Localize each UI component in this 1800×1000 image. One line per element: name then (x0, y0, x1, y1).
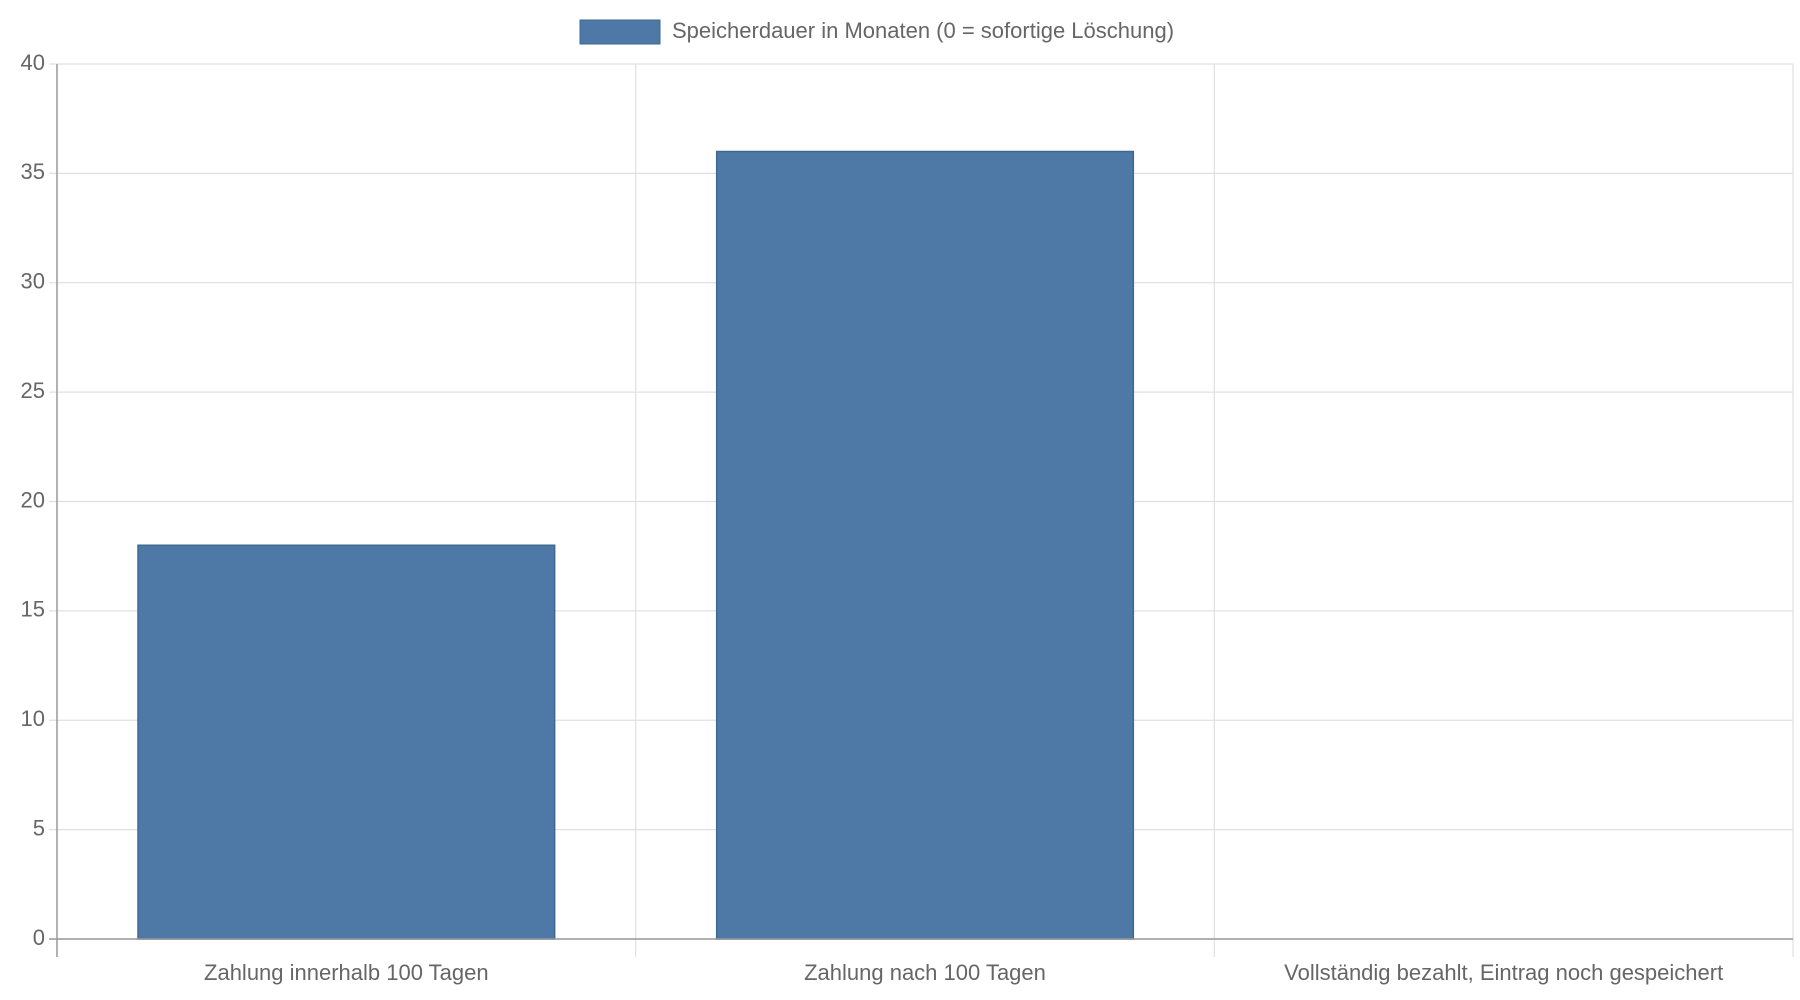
legend-swatch (579, 19, 661, 45)
y-tick-label: 0 (33, 925, 45, 950)
bar (715, 150, 1135, 940)
x-tick-label: Zahlung innerhalb 100 Tagen (204, 960, 489, 985)
legend-label: Speicherdauer in Monaten (0 = sofortige … (672, 18, 1174, 43)
y-tick-label: 5 (33, 815, 45, 840)
y-tick-label: 30 (21, 269, 45, 294)
y-tick-label: 20 (21, 487, 45, 512)
y-tick-label: 40 (21, 50, 45, 75)
y-tick-label: 25 (21, 378, 45, 403)
y-tick-label: 35 (21, 159, 45, 184)
y-tick-label: 15 (21, 597, 45, 622)
y-tick-label: 10 (21, 706, 45, 731)
x-tick-label: Vollständig bezahlt, Eintrag noch gespei… (1284, 960, 1723, 985)
x-tick-label: Zahlung nach 100 Tagen (804, 960, 1046, 985)
bar (137, 544, 556, 940)
